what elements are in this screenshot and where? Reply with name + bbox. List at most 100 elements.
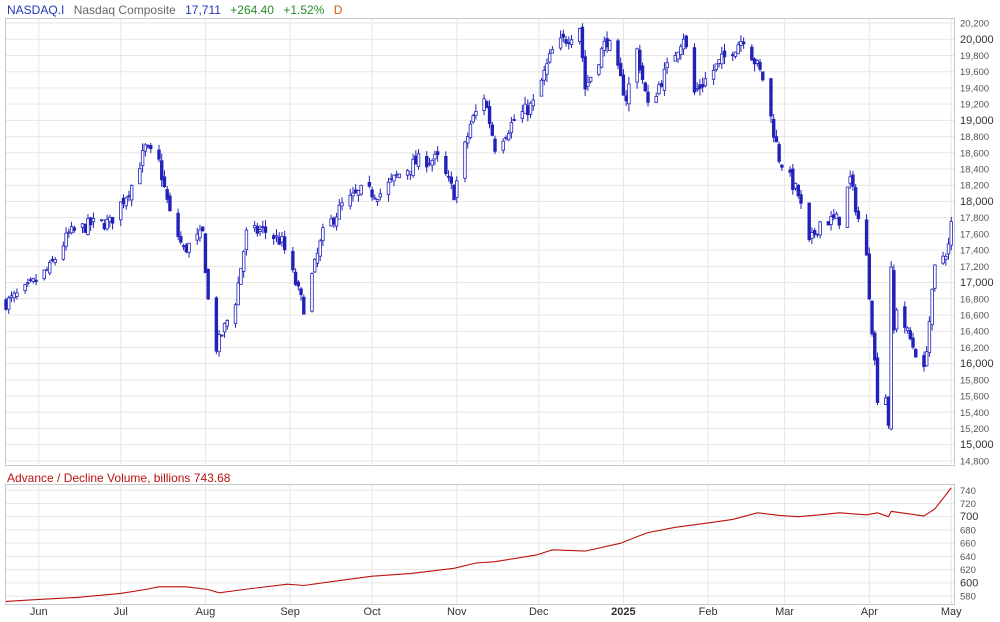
price-tick-label: 16,200 [960,343,989,354]
candle [411,153,415,178]
candle [657,81,661,96]
candle [321,223,325,246]
candle [386,177,391,202]
volume-title: Advance / Decline Volume, billions 743.6… [7,471,230,485]
candle [67,228,71,238]
candle [392,174,396,187]
candle [506,130,511,142]
candle [643,81,647,93]
candle [567,36,571,50]
candle [569,34,574,48]
candle [914,347,918,358]
candle [340,197,344,211]
candle [482,94,486,116]
candle [845,186,850,228]
candle [646,84,650,107]
candle [818,220,822,239]
date-tick-label: Aug [196,606,216,618]
candle [597,63,601,77]
candle [121,194,126,209]
date-tick-label: Feb [699,606,718,618]
candle [791,164,795,195]
candle [851,171,855,191]
candle [588,76,593,84]
candle [446,170,451,182]
candle [449,171,454,190]
candle [681,33,686,55]
candle [302,294,306,315]
chart-header: NASDAQ.I Nasdaq Composite 17,711 +264.40… [7,3,348,17]
candle [676,51,680,63]
candle [433,150,437,166]
candle [720,46,724,69]
candle [53,257,57,266]
candle [927,316,932,357]
candle [905,326,910,334]
candle [564,36,568,47]
symbol-label[interactable]: NASDAQ.I [7,3,65,17]
candle [69,221,74,235]
candle [425,151,429,173]
candle [370,186,374,201]
candle [263,220,268,240]
candle [332,216,336,228]
candle [586,74,590,92]
period-label[interactable]: D [333,3,343,17]
candle [310,272,314,313]
candle [108,214,112,228]
date-tick-label: Oct [364,606,381,618]
candle [28,277,33,283]
candle [922,351,926,372]
candle [389,173,393,183]
candle [110,216,115,230]
date-tick-label: Mar [775,606,794,618]
candle [206,268,210,300]
candle [102,219,107,231]
price-tick-label: 17,200 [960,262,989,273]
candle [351,187,355,202]
candle [427,157,432,167]
candle [886,396,891,429]
last-price: 17,711 [185,3,221,17]
candle [580,23,585,62]
candle [313,258,317,273]
candle [416,149,421,170]
candle [722,43,727,64]
price-tick-label: 17,600 [960,229,989,240]
candle [812,227,817,239]
candle [487,99,492,129]
index-name: Nasdaq Composite [73,3,176,17]
candle [700,77,705,93]
candle [146,144,150,149]
candle [255,222,260,237]
candle [741,37,746,49]
candle [908,326,912,341]
candle [520,104,525,123]
candle [4,297,8,311]
candle [236,276,240,306]
candle [736,41,740,55]
candle [777,141,781,164]
date-tick-label: Dec [529,606,549,618]
candle [463,140,467,183]
candle [807,202,811,242]
candle [635,47,639,89]
candle [829,211,833,231]
candle [26,278,30,287]
volume-tick-label: 680 [960,525,976,536]
volume-tick-label: 720 [960,499,976,510]
candle [165,185,169,204]
candle [293,268,298,286]
candle [731,51,735,62]
candle [864,214,869,256]
candle [703,72,708,88]
candle [258,225,262,236]
candle [471,113,475,124]
candle [799,189,803,209]
candle [545,58,549,82]
price-axis: 20,200 20,000 19,800 19,600 19,400 19,200 19,0… [960,19,994,468]
candle [359,184,363,196]
price-tick-label: 16,600 [960,310,989,321]
candle [485,100,489,109]
date-tick-label: 2025 [611,606,635,618]
